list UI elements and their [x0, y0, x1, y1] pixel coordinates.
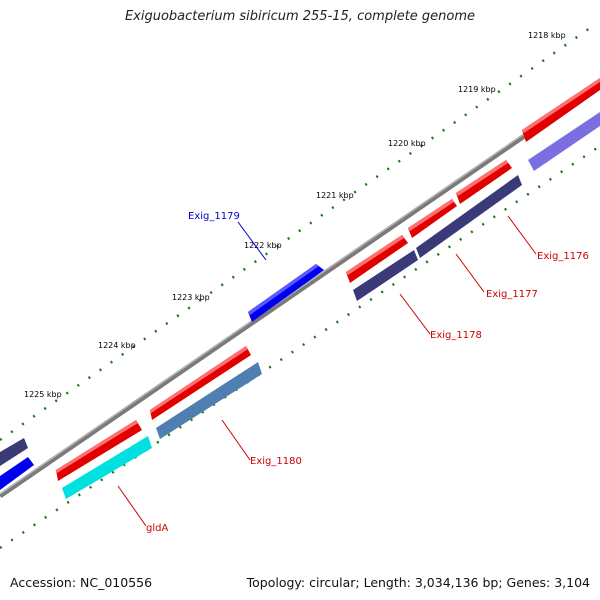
genome-summary: Topology: circular; Length: 3,034,136 bp…: [246, 575, 590, 590]
gene-exig-1177-cds[interactable]: [456, 160, 512, 204]
gene-exig-1180-cds[interactable]: [150, 346, 251, 420]
gene-label-exig-1179[interactable]: Exig_1179: [188, 211, 240, 222]
gene-exig-1176-cds[interactable]: [522, 78, 600, 142]
gene-label-exig-1176[interactable]: Exig_1176: [537, 251, 589, 262]
gene-leader-lines: [117, 215, 537, 527]
gene-left-blue-cds[interactable]: [0, 457, 34, 490]
tick-labels: 1218 kbp 1219 kbp 1220 kbp 1221 kbp 1222…: [24, 31, 566, 399]
gene-label-exig-1180[interactable]: Exig_1180: [250, 456, 302, 467]
gene-exig-1178-cds[interactable]: [408, 199, 457, 238]
tick-label: 1219 kbp: [458, 85, 496, 94]
tick-label: 1223 kbp: [172, 293, 210, 302]
tick-label: 1218 kbp: [528, 31, 566, 40]
gene-exig-1179-cds[interactable]: [248, 264, 324, 322]
inner-tick-ring: [0, 144, 600, 550]
cog-bar-exig-1178: [353, 250, 418, 301]
tick-label: 1224 kbp: [98, 341, 136, 350]
cog-bar-exig-1180: [156, 362, 262, 439]
tick-label: 1225 kbp: [24, 390, 62, 399]
gene-exig-1178b-cds[interactable]: [346, 235, 408, 283]
genome-backbone: [0, 81, 600, 499]
gene-labels: Exig_1176 Exig_1177 Exig_1178 Exig_1179 …: [146, 211, 589, 534]
gene-gldA-cds[interactable]: [56, 420, 142, 481]
tick-label: 1222 kbp: [244, 241, 282, 250]
gene-label-exig-1177[interactable]: Exig_1177: [486, 289, 538, 300]
genome-title: Exiguobacterium sibiricum 255-15, comple…: [124, 9, 476, 24]
outer-tick-ring: [0, 26, 591, 442]
gene-label-gldA[interactable]: gldA: [146, 523, 168, 534]
cog-bar-exig-1176: [528, 112, 600, 171]
cog-bar-gldA: [62, 436, 152, 499]
gene-left-purple-cds[interactable]: [0, 438, 28, 466]
tick-label: 1221 kbp: [316, 191, 354, 200]
tick-label: 1220 kbp: [388, 139, 426, 148]
gene-label-exig-1178[interactable]: Exig_1178: [430, 330, 482, 341]
cog-bar-exig-1177: [416, 175, 522, 258]
accession-label: Accession: NC_010556: [10, 575, 153, 590]
